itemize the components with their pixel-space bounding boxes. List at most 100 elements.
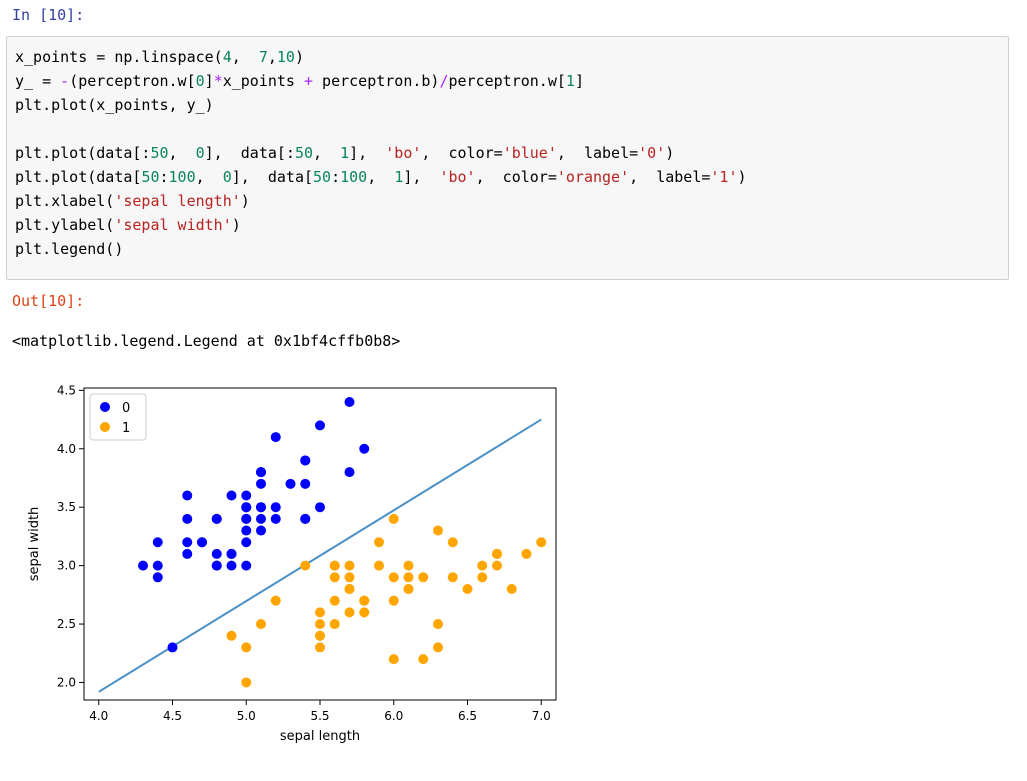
- code-token: , label=: [556, 144, 639, 162]
- data-point-series-0: [226, 548, 237, 559]
- data-point-series-1: [359, 595, 370, 606]
- legend-marker-0: [100, 402, 110, 412]
- data-point-series-1: [344, 583, 355, 594]
- legend: 0 1: [89, 393, 147, 441]
- code-token: x_points = np.linspace(: [15, 48, 223, 66]
- data-point-series-0: [256, 467, 266, 478]
- code-token: 1: [394, 168, 404, 186]
- code-token: 0: [195, 144, 205, 162]
- code-token: (perceptron.w[: [69, 72, 196, 90]
- data-point-series-0: [241, 560, 252, 571]
- input-prompt: In [10]:: [12, 6, 85, 24]
- code-token: 50: [141, 168, 160, 186]
- code-token: plt.legend(): [15, 240, 124, 258]
- data-point-series-1: [418, 572, 429, 583]
- data-point-series-0: [256, 502, 266, 513]
- data-point-series-0: [256, 478, 266, 489]
- code-token: 100: [340, 168, 368, 186]
- data-point-series-1: [492, 548, 502, 559]
- code-line: plt.xlabel('sepal length'): [15, 189, 250, 213]
- data-point-series-0: [182, 537, 193, 548]
- code-token: , color=: [421, 144, 503, 162]
- code-token: plt.ylabel(: [15, 216, 115, 234]
- x-tick-label: 6.0: [384, 709, 403, 723]
- code-token: ]: [574, 72, 584, 90]
- code-token: ], data[:: [204, 144, 295, 162]
- code-token: 1: [565, 72, 575, 90]
- data-point-series-0: [211, 513, 222, 524]
- code-token: 'blue': [502, 144, 557, 162]
- code-token: ,: [231, 48, 259, 66]
- data-point-series-0: [241, 537, 252, 548]
- code-token: plt.plot(data[:: [15, 144, 151, 162]
- code-token: 'orange': [556, 168, 630, 186]
- code-token: 0: [195, 72, 205, 90]
- axis-ticks: 4.0 4.5 5.0 5.5 6.0 6.5 7.0 2.0 2.5 3.0 3.5 4.0 4.5: [57, 383, 551, 723]
- code-token: 'bo': [385, 144, 422, 162]
- data-point-series-1: [315, 630, 325, 641]
- data-point-series-1: [418, 654, 429, 665]
- code-token: :: [159, 168, 169, 186]
- x-tick-label: 6.5: [458, 709, 477, 723]
- code-line: plt.legend(): [15, 237, 123, 261]
- data-point-series-1: [300, 560, 311, 571]
- data-point-series-1: [315, 619, 325, 630]
- code-token: '0': [638, 144, 666, 162]
- data-point-series-0: [226, 560, 237, 571]
- code-token: ],: [403, 168, 440, 186]
- data-point-series-0: [138, 560, 148, 571]
- data-point-series-1: [403, 572, 414, 583]
- x-tick-label: 4.0: [89, 709, 108, 723]
- code-token: ): [737, 168, 747, 186]
- data-point-series-1: [329, 595, 340, 606]
- data-point-series-0: [152, 572, 163, 583]
- data-point-series-1: [433, 525, 443, 536]
- x-tick-label: 4.5: [163, 709, 182, 723]
- data-point-series-1: [315, 607, 325, 618]
- data-point-series-1: [344, 572, 355, 583]
- code-token: 1: [340, 144, 350, 162]
- data-point-series-1: [388, 654, 399, 665]
- code-token: , label=: [629, 168, 711, 186]
- code-token: *: [213, 72, 223, 90]
- x-tick-label: 5.5: [310, 709, 329, 723]
- data-point-series-1: [359, 607, 370, 618]
- data-point-series-0: [270, 432, 281, 443]
- code-token: /: [439, 72, 449, 90]
- x-axis-label: sepal length: [280, 729, 360, 744]
- data-point-series-1: [433, 619, 443, 630]
- data-point-series-1: [374, 560, 384, 571]
- data-point-series-1: [403, 560, 414, 571]
- data-point-series-0: [182, 513, 193, 524]
- code-token: plt.xlabel(: [15, 192, 115, 210]
- data-point-series-0: [182, 548, 193, 559]
- code-token: ): [294, 48, 304, 66]
- data-point-series-0: [344, 397, 355, 408]
- data-point-series-0: [359, 443, 370, 454]
- code-line: plt.plot(data[:50, 0], data[:50, 1], 'bo…: [15, 141, 674, 165]
- code-token: plt.plot(x_points, y_): [15, 96, 214, 114]
- code-token: 'sepal length': [114, 192, 241, 210]
- y-tick-label: 3.0: [57, 559, 76, 573]
- scatter-plot: 4.0 4.5 5.0 5.5 6.0 6.5 7.02.02.53.03.54.04.5 …: [27, 383, 557, 744]
- data-point-series-1: [492, 560, 502, 571]
- data-point-series-1: [477, 560, 488, 571]
- data-point-series-0: [270, 502, 281, 513]
- data-point-series-0: [226, 490, 237, 501]
- data-point-series-0: [152, 537, 163, 548]
- data-points: [138, 397, 547, 688]
- code-token: 50: [313, 168, 332, 186]
- code-line: y_ = -(perceptron.w[0]*x_points + percep…: [15, 69, 584, 93]
- code-token: , color=: [475, 168, 557, 186]
- code-token: '1': [710, 168, 738, 186]
- code-cell[interactable]: x_points = np.linspace(4, 7,10) y_ = -(pe…: [6, 36, 1009, 280]
- x-tick-label: 5.0: [237, 709, 256, 723]
- data-point-series-0: [256, 525, 266, 536]
- data-point-series-1: [536, 537, 547, 548]
- data-point-series-1: [241, 642, 252, 653]
- code-token: ): [240, 192, 250, 210]
- data-point-series-1: [447, 537, 458, 548]
- y-tick-label: 4.0: [57, 442, 76, 456]
- data-point-series-0: [315, 420, 325, 431]
- data-point-series-1: [433, 642, 443, 653]
